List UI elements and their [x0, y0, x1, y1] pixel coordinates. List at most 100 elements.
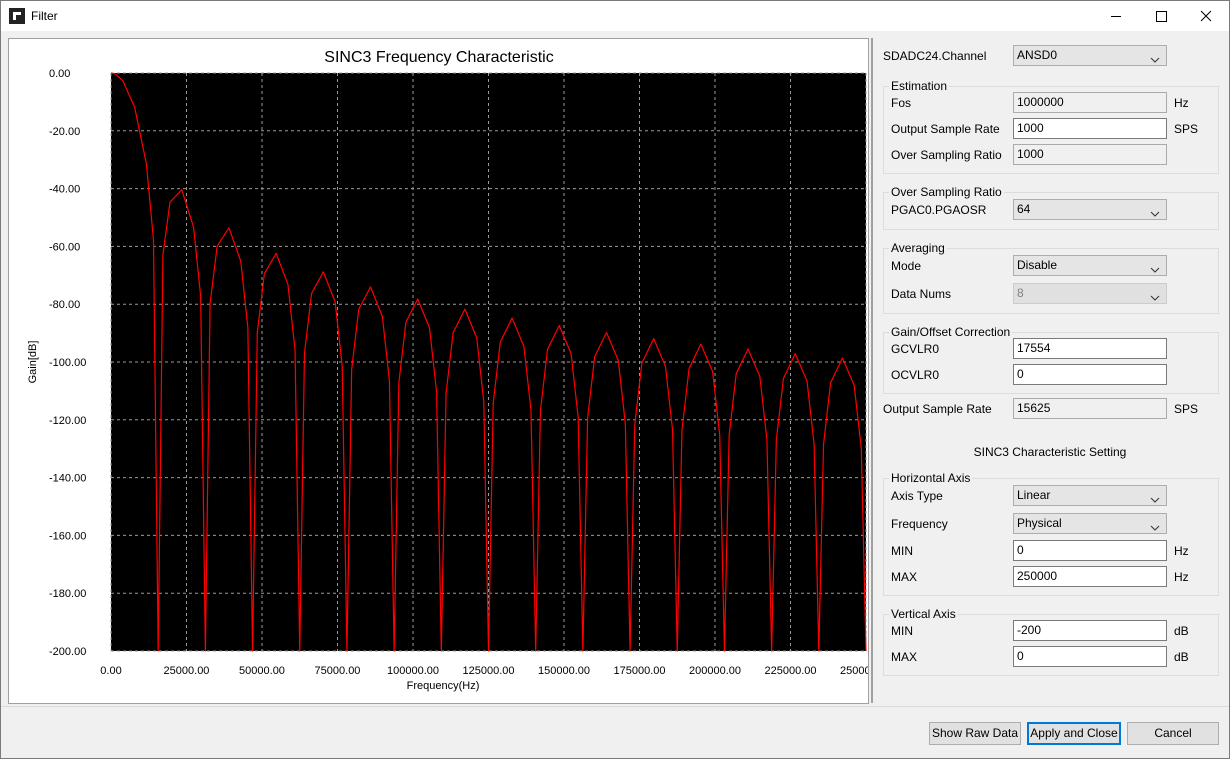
group-title: Averaging — [889, 241, 947, 255]
field-value: 0 — [1017, 649, 1024, 663]
dropdown: 8 — [1013, 283, 1167, 304]
field-value: 1000 — [1017, 121, 1044, 135]
unit-label: dB — [1174, 624, 1189, 638]
splitter[interactable] — [871, 38, 873, 703]
x-tick-label: 200000.00 — [689, 665, 741, 677]
y-tick-label: -20.00 — [49, 126, 80, 138]
field-value: 0 — [1017, 367, 1024, 381]
x-tick-label: 225000.00 — [765, 665, 817, 677]
group-box — [883, 86, 1219, 174]
section-title: SINC3 Characteristic Setting — [973, 445, 1127, 459]
x-tick-label: 100000.00 — [387, 665, 439, 677]
chart: SINC3 Frequency Characteristic 0.00 -20.00… — [27, 49, 892, 692]
field-label: GCVLR0 — [891, 342, 940, 356]
cancel-button[interactable]: Cancel — [1127, 722, 1219, 745]
x-axis-label: Frequency(Hz) — [407, 680, 480, 692]
y-tick-label: -200.00 — [49, 646, 86, 658]
x-tick-label: 150000.00 — [538, 665, 590, 677]
field-value: -200 — [1017, 623, 1042, 637]
chart-panel: SINC3 Frequency Characteristic 0.00 -20.00… — [8, 38, 892, 704]
group-title: Horizontal Axis — [889, 471, 973, 485]
group-box — [883, 332, 1219, 394]
dropdown[interactable]: Linear — [1013, 485, 1167, 506]
text-input[interactable]: 0 — [1013, 646, 1167, 667]
apply-and-close-button[interactable]: Apply and Close — [1027, 722, 1121, 745]
field-value: 0 — [1017, 543, 1024, 557]
dropdown[interactable]: Disable — [1013, 255, 1167, 276]
field-value: Physical — [1017, 516, 1062, 530]
text-input: 1000000 — [1013, 92, 1167, 113]
text-input[interactable]: -200 — [1013, 620, 1167, 641]
y-tick-label: 0.00 — [49, 68, 70, 80]
dropdown-arrow — [1150, 491, 1160, 510]
text-input[interactable]: 0 — [1013, 540, 1167, 561]
separator — [1, 706, 1229, 707]
field-label: MIN — [891, 544, 913, 558]
dropdown[interactable]: 64 — [1013, 199, 1167, 220]
field-value: 1000000 — [1017, 95, 1064, 109]
x-tick-label: 175000.00 — [614, 665, 666, 677]
y-tick-label: -120.00 — [49, 415, 86, 427]
group-box — [883, 192, 1219, 230]
field-label: OCVLR0 — [891, 368, 940, 382]
unit-label: Hz — [1174, 570, 1189, 584]
text-input[interactable]: 0 — [1013, 364, 1167, 385]
field-label: Axis Type — [891, 489, 943, 503]
field-value: 64 — [1017, 202, 1031, 216]
y-tick-label: -80.00 — [49, 299, 80, 311]
unit-label: Hz — [1174, 544, 1189, 558]
field-label: Over Sampling Ratio — [891, 148, 1002, 162]
x-tick-label: 25000.00 — [164, 665, 210, 677]
dropdown-arrow — [1150, 51, 1160, 70]
field-label: MIN — [891, 624, 913, 638]
unit-label: Hz — [1174, 96, 1189, 110]
unit-label: SPS — [1174, 122, 1199, 136]
show-raw-data-button[interactable]: Show Raw Data — [929, 722, 1021, 745]
field-value: Linear — [1017, 488, 1051, 502]
x-tick-label: 250000.00 — [840, 665, 868, 677]
field-label: Data Nums — [891, 287, 952, 301]
field-label: Output Sample Rate — [891, 122, 1000, 136]
dropdown[interactable]: ANSD0 — [1013, 45, 1167, 66]
dropdown[interactable]: Physical — [1013, 513, 1167, 534]
y-tick-label: -60.00 — [49, 241, 80, 253]
field-label: Output Sample Rate — [883, 402, 992, 416]
chart-title: SINC3 Frequency Characteristic — [324, 49, 553, 66]
group-title: Vertical Axis — [889, 607, 958, 621]
group-box — [883, 478, 1219, 596]
y-tick-label: -180.00 — [49, 588, 86, 600]
field-value: 17554 — [1017, 341, 1051, 355]
window-title: Filter — [31, 9, 58, 23]
dropdown-arrow — [1150, 289, 1160, 308]
y-tick-label: -140.00 — [49, 473, 86, 485]
text-input[interactable]: 17554 — [1013, 338, 1167, 359]
field-label: MAX — [891, 570, 918, 584]
y-tick-label: -100.00 — [49, 357, 86, 369]
text-input[interactable]: 1000 — [1013, 118, 1167, 139]
text-input[interactable]: 250000 — [1013, 566, 1167, 587]
field-label: PGAC0.PGAOSR — [891, 203, 987, 217]
field-value: 8 — [1017, 286, 1024, 300]
field-value: 250000 — [1017, 569, 1058, 583]
y-tick-label: -160.00 — [49, 530, 86, 542]
x-tick-label: 125000.00 — [463, 665, 515, 677]
field-value: 15625 — [1017, 401, 1051, 415]
y-tick-label: -40.00 — [49, 184, 80, 196]
gain-curve — [110, 72, 867, 652]
window-controls[interactable] — [1101, 1, 1229, 31]
unit-label: dB — [1174, 650, 1189, 664]
x-tick-label: 0.00 — [100, 665, 121, 677]
x-tick-label: 50000.00 — [239, 665, 285, 677]
x-tick-label: 75000.00 — [315, 665, 361, 677]
dropdown-arrow — [1150, 205, 1160, 224]
dropdown-arrow — [1150, 261, 1160, 280]
field-value: ANSD0 — [1017, 48, 1058, 62]
title-bar: Filter — [1, 1, 1229, 31]
group-title: Gain/Offset Correction — [889, 325, 1013, 339]
group-title: Estimation — [889, 79, 950, 93]
field-label: Frequency — [891, 517, 948, 531]
group-title: Over Sampling Ratio — [889, 185, 1004, 199]
field-label: SDADC24.Channel — [883, 49, 987, 63]
field-value: Disable — [1017, 258, 1058, 272]
